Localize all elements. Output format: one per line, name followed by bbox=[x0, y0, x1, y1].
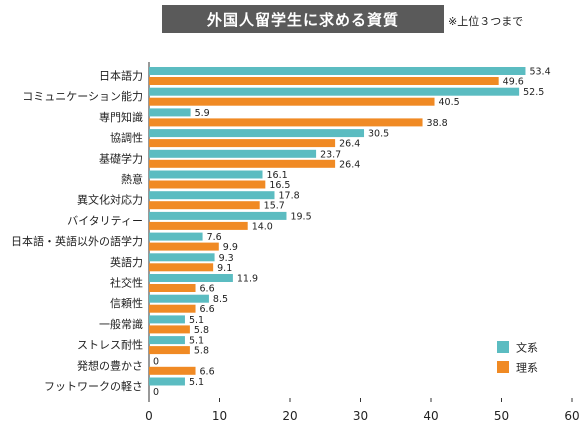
bar-series-2 bbox=[149, 201, 260, 210]
bar-series-1 bbox=[149, 336, 185, 345]
data-label: 52.5 bbox=[523, 87, 544, 98]
category-label: 異文化対応力 bbox=[77, 193, 143, 207]
data-label: 23.7 bbox=[320, 149, 341, 160]
data-label: 30.5 bbox=[368, 129, 389, 140]
category-label: 社交性 bbox=[110, 276, 143, 290]
data-label: 9.9 bbox=[223, 242, 238, 253]
bar-series-2 bbox=[149, 346, 190, 355]
data-label: 9.3 bbox=[219, 253, 234, 264]
data-label: 5.1 bbox=[189, 377, 204, 388]
category-label: 一般常識 bbox=[99, 318, 143, 331]
data-label: 0 bbox=[153, 387, 159, 398]
bar-series-1 bbox=[149, 108, 191, 117]
data-label: 9.1 bbox=[217, 263, 232, 274]
category-label: フットワークの軽さ bbox=[44, 380, 143, 393]
data-label: 16.1 bbox=[267, 170, 288, 181]
bar-series-2 bbox=[149, 118, 423, 127]
bar-series-1 bbox=[149, 149, 317, 158]
x-tick-label: 60 bbox=[564, 409, 579, 423]
data-label: 6.6 bbox=[200, 304, 215, 315]
bar-series-2 bbox=[149, 221, 248, 230]
bar-series-2 bbox=[149, 159, 336, 168]
data-label: 6.6 bbox=[200, 284, 215, 295]
bar-series-2 bbox=[149, 284, 196, 292]
x-tick-label: 20 bbox=[282, 409, 297, 423]
bar-series-2 bbox=[149, 304, 196, 313]
category-label: 専門知識 bbox=[99, 110, 143, 124]
bar-series-1 bbox=[149, 211, 287, 220]
legend-label: 理系 bbox=[516, 362, 538, 375]
bar-series-1 bbox=[149, 315, 185, 324]
data-label: 11.9 bbox=[237, 274, 258, 285]
bar-series-1 bbox=[149, 253, 215, 262]
bar-series-2 bbox=[149, 139, 336, 148]
data-label: 6.6 bbox=[200, 366, 215, 377]
category-label: 熱意 bbox=[121, 172, 143, 186]
bar-series-2 bbox=[149, 242, 219, 251]
bar-series-1 bbox=[149, 377, 185, 386]
bar-series-2 bbox=[149, 180, 266, 189]
category-label: 英語力 bbox=[110, 255, 143, 269]
x-tick-label: 30 bbox=[353, 409, 368, 423]
category-label: 発想の豊かさ bbox=[77, 358, 143, 372]
legend-swatch-series-1 bbox=[497, 341, 509, 353]
data-label: 5.1 bbox=[189, 336, 204, 347]
data-label: 5.1 bbox=[189, 315, 204, 326]
category-label: 日本語・英語以外の語学力 bbox=[11, 234, 143, 248]
bar-series-2 bbox=[149, 97, 435, 106]
x-tick-label: 50 bbox=[494, 409, 509, 423]
category-label: ストレス耐性 bbox=[77, 338, 143, 352]
legend-swatch-series-2 bbox=[497, 361, 509, 373]
category-label: バイタリティー bbox=[67, 214, 143, 227]
data-label: 26.4 bbox=[339, 159, 360, 170]
bar-series-1 bbox=[149, 67, 526, 75]
bar-series-1 bbox=[149, 191, 275, 200]
data-label: 8.5 bbox=[213, 294, 228, 305]
data-label: 16.5 bbox=[269, 180, 290, 191]
bar-series-1 bbox=[149, 129, 365, 138]
x-tick-label: 40 bbox=[423, 409, 438, 423]
category-label: 基礎学力 bbox=[99, 151, 143, 165]
bar-series-1 bbox=[149, 274, 233, 282]
data-label: 40.5 bbox=[439, 97, 460, 108]
data-label: 53.4 bbox=[529, 67, 550, 78]
data-label: 5.8 bbox=[194, 346, 209, 357]
category-label: 協調性 bbox=[110, 131, 143, 145]
chart-note: ※上位３つまで bbox=[448, 15, 524, 28]
bar-series-1 bbox=[149, 170, 263, 179]
data-label: 5.8 bbox=[194, 325, 209, 336]
data-label: 0 bbox=[153, 356, 159, 367]
bar-series-2 bbox=[149, 325, 190, 334]
bar-series-2 bbox=[149, 263, 214, 272]
bar-series-2 bbox=[149, 366, 196, 375]
data-label: 14.0 bbox=[252, 221, 273, 232]
bar-series-1 bbox=[149, 232, 203, 241]
x-tick-label: 10 bbox=[212, 409, 227, 423]
data-label: 15.7 bbox=[264, 201, 285, 212]
bar-series-1 bbox=[149, 87, 520, 96]
legend-label: 文系 bbox=[516, 341, 538, 355]
category-label: コミュニケーション能力 bbox=[22, 89, 143, 103]
x-tick-label: 0 bbox=[145, 409, 153, 423]
data-label: 19.5 bbox=[290, 211, 311, 222]
data-label: 26.4 bbox=[339, 139, 360, 150]
data-label: 17.8 bbox=[278, 191, 299, 202]
data-label: 49.6 bbox=[503, 77, 524, 88]
bar-series-1 bbox=[149, 294, 209, 303]
category-label: 日本語力 bbox=[99, 69, 143, 83]
category-label: 信頼性 bbox=[110, 296, 143, 310]
bar-series-2 bbox=[149, 77, 499, 85]
chart-title: 外国人留学生に求める資質 bbox=[162, 5, 444, 33]
data-label: 5.9 bbox=[195, 108, 210, 119]
data-label: 7.6 bbox=[207, 232, 222, 243]
data-label: 38.8 bbox=[427, 118, 448, 129]
